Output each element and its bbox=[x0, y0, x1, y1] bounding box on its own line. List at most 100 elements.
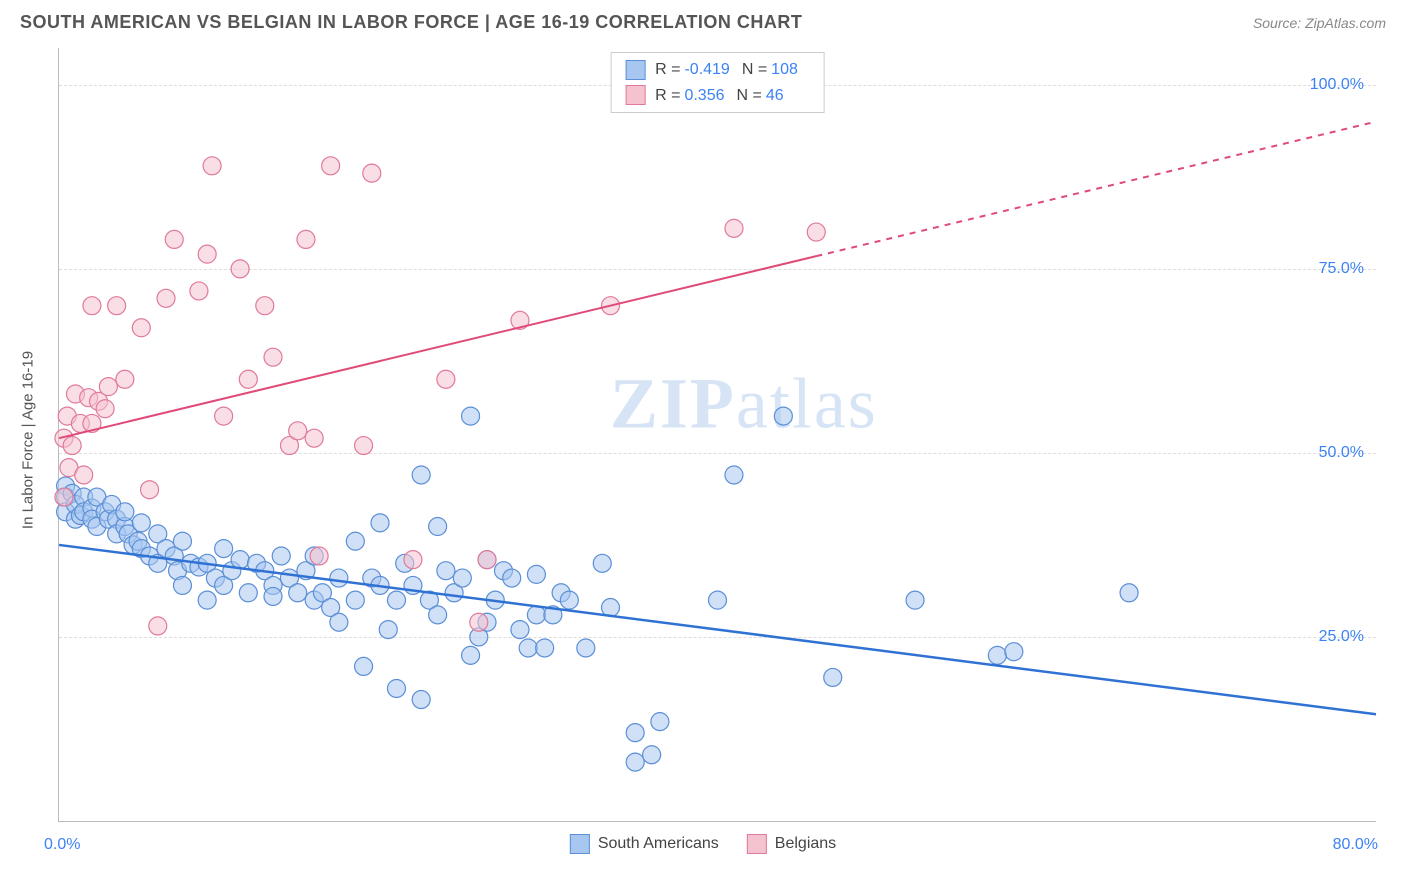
legend-item-south-americans: South Americans bbox=[570, 834, 719, 854]
chart-source: Source: ZipAtlas.com bbox=[1253, 15, 1386, 31]
data-point bbox=[371, 514, 389, 532]
stats-legend: R =-0.419N =108 R =0.356N =46 bbox=[610, 52, 825, 113]
data-point bbox=[355, 657, 373, 675]
data-point bbox=[560, 591, 578, 609]
swatch-belgians bbox=[625, 85, 645, 105]
chart-header: SOUTH AMERICAN VS BELGIAN IN LABOR FORCE… bbox=[0, 0, 1406, 41]
data-point bbox=[239, 370, 257, 388]
data-point bbox=[404, 551, 422, 569]
data-point bbox=[437, 562, 455, 580]
data-point bbox=[330, 569, 348, 587]
data-point bbox=[83, 297, 101, 315]
series-legend: South Americans Belgians bbox=[570, 834, 836, 854]
data-point bbox=[593, 554, 611, 572]
data-point bbox=[132, 319, 150, 337]
data-point bbox=[503, 569, 521, 587]
data-point bbox=[807, 223, 825, 241]
data-point bbox=[643, 746, 661, 764]
data-point bbox=[322, 157, 340, 175]
data-point bbox=[289, 584, 307, 602]
data-point bbox=[429, 518, 447, 536]
data-point bbox=[462, 407, 480, 425]
data-point bbox=[511, 621, 529, 639]
data-point bbox=[132, 514, 150, 532]
data-point bbox=[725, 466, 743, 484]
data-point bbox=[264, 348, 282, 366]
data-point bbox=[519, 639, 537, 657]
data-point bbox=[165, 230, 183, 248]
stats-row-south-americans: R =-0.419N =108 bbox=[625, 57, 810, 83]
data-point bbox=[626, 724, 644, 742]
data-point bbox=[305, 429, 323, 447]
data-point bbox=[108, 297, 126, 315]
data-point bbox=[462, 646, 480, 664]
data-point bbox=[190, 282, 208, 300]
data-point bbox=[412, 691, 430, 709]
data-point bbox=[429, 606, 447, 624]
data-point bbox=[651, 713, 669, 731]
data-point bbox=[387, 679, 405, 697]
data-point bbox=[203, 157, 221, 175]
legend-swatch-south-americans bbox=[570, 834, 590, 854]
data-point bbox=[774, 407, 792, 425]
stats-row-belgians: R =0.356N =46 bbox=[625, 83, 810, 109]
data-point bbox=[55, 488, 73, 506]
trendline bbox=[59, 256, 816, 438]
data-point bbox=[1005, 643, 1023, 661]
data-point bbox=[363, 164, 381, 182]
data-point bbox=[141, 481, 159, 499]
data-point bbox=[116, 503, 134, 521]
data-point bbox=[231, 551, 249, 569]
data-point bbox=[310, 547, 328, 565]
data-point bbox=[173, 532, 191, 550]
data-point bbox=[264, 587, 282, 605]
y-tick-label: 75.0% bbox=[1319, 260, 1364, 278]
data-point bbox=[725, 219, 743, 237]
data-point bbox=[198, 591, 216, 609]
data-point bbox=[346, 591, 364, 609]
data-point bbox=[63, 437, 81, 455]
data-point bbox=[709, 591, 727, 609]
legend-item-belgians: Belgians bbox=[747, 834, 836, 854]
data-point bbox=[824, 668, 842, 686]
data-point bbox=[215, 407, 233, 425]
trendline bbox=[59, 545, 1376, 714]
data-point bbox=[1120, 584, 1138, 602]
x-tick-max: 80.0% bbox=[1333, 836, 1378, 854]
y-tick-label: 25.0% bbox=[1319, 628, 1364, 646]
data-point bbox=[412, 466, 430, 484]
y-axis-label: In Labor Force | Age 16-19 bbox=[20, 351, 37, 529]
data-point bbox=[536, 639, 554, 657]
data-point bbox=[470, 613, 488, 631]
data-point bbox=[149, 617, 167, 635]
data-point bbox=[239, 584, 257, 602]
data-point bbox=[453, 569, 471, 587]
data-point bbox=[626, 753, 644, 771]
data-point bbox=[330, 613, 348, 631]
data-point bbox=[215, 540, 233, 558]
data-point bbox=[379, 621, 397, 639]
chart-plot-area: ZIPatlas R =-0.419N =108 R =0.356N =46 2… bbox=[58, 48, 1376, 822]
data-point bbox=[231, 260, 249, 278]
data-point bbox=[289, 422, 307, 440]
data-point bbox=[387, 591, 405, 609]
legend-swatch-belgians bbox=[747, 834, 767, 854]
chart-title: SOUTH AMERICAN VS BELGIAN IN LABOR FORCE… bbox=[20, 12, 802, 33]
data-point bbox=[256, 297, 274, 315]
data-point bbox=[527, 565, 545, 583]
data-point bbox=[272, 547, 290, 565]
data-point bbox=[346, 532, 364, 550]
data-point bbox=[96, 400, 114, 418]
data-point bbox=[577, 639, 595, 657]
data-point bbox=[198, 245, 216, 263]
data-point bbox=[99, 378, 117, 396]
data-point bbox=[906, 591, 924, 609]
x-tick-min: 0.0% bbox=[44, 836, 80, 854]
trendline-extrapolated bbox=[816, 122, 1376, 257]
swatch-south-americans bbox=[625, 60, 645, 80]
data-point bbox=[157, 289, 175, 307]
data-point bbox=[116, 370, 134, 388]
data-point bbox=[527, 606, 545, 624]
data-point bbox=[988, 646, 1006, 664]
y-tick-label: 50.0% bbox=[1319, 444, 1364, 462]
